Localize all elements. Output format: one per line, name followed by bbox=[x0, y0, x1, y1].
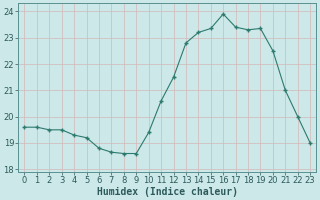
X-axis label: Humidex (Indice chaleur): Humidex (Indice chaleur) bbox=[97, 186, 238, 197]
